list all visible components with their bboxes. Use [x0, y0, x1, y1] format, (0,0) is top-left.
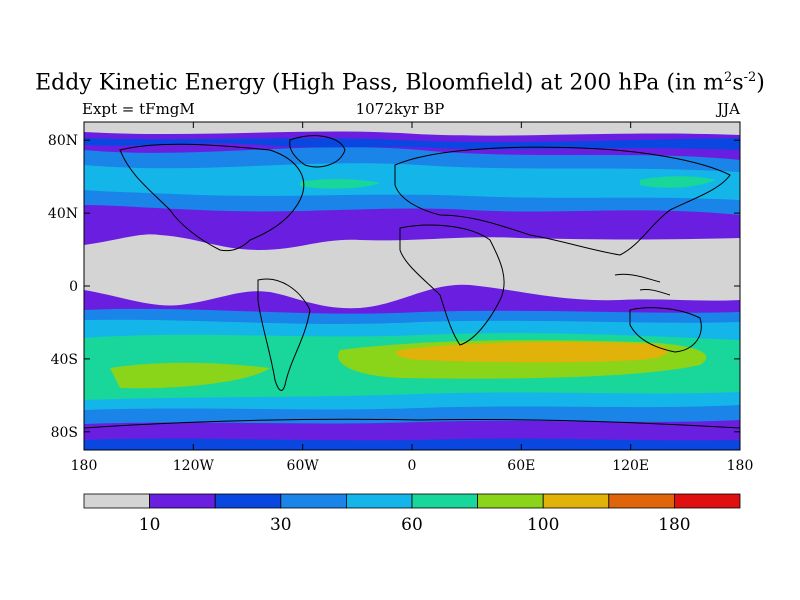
lat-label: 40N: [48, 206, 78, 222]
field-sh-orange: [396, 342, 669, 363]
experiment-label: Expt = tFmgM: [82, 100, 195, 118]
lon-label: 120W: [173, 458, 215, 474]
field-arctic-blue: [84, 138, 740, 150]
longitude-axis: 180 120W 60W 0 60E 120E 180: [71, 122, 754, 474]
colorbar-swatch: [542, 493, 610, 509]
field-sh-lime-1: [110, 362, 270, 389]
latitude-axis: 80N 40N 0 40S 80S: [48, 133, 740, 441]
coast-africa: [399, 224, 505, 346]
colorbar-swatch: [411, 493, 478, 509]
colorbar-swatch: [280, 493, 347, 509]
colorbar-swatch: [608, 493, 675, 509]
colorbar-swatch: [345, 493, 413, 509]
lat-label: 80S: [51, 425, 78, 441]
colorbar-label: 30: [270, 515, 292, 535]
lat-label: 80N: [48, 133, 78, 149]
lon-label: 180: [727, 458, 754, 474]
coast-antarctica: [84, 418, 740, 429]
colorbar-label: 180: [658, 515, 690, 535]
coast-south-america: [257, 278, 311, 391]
colorbar-label: 100: [527, 515, 559, 535]
lon-label: 60W: [287, 458, 320, 474]
field-nh-cyan: [84, 163, 740, 200]
coast-eurasia: [394, 146, 731, 256]
field-tropics-gray: [84, 234, 740, 309]
coast-north-america: [119, 143, 305, 252]
contour-field: [84, 122, 740, 450]
lon-label: 0: [408, 458, 417, 474]
colorbar-swatch: [214, 493, 282, 509]
field-arctic-gray: [84, 122, 740, 136]
colorbar-swatch: [674, 493, 741, 509]
field-nh-green-2: [640, 176, 715, 188]
colorbar-swatch: [149, 493, 216, 509]
lat-label: 0: [69, 279, 78, 295]
colorbar: 10 30 60 100 180: [83, 493, 741, 535]
lon-label: 120E: [612, 458, 649, 474]
lon-label: 60E: [507, 458, 535, 474]
chart-title: Eddy Kinetic Energy (High Pass, Bloomfie…: [35, 70, 765, 96]
coastlines: [84, 135, 740, 429]
time-label: 1072kyr BP: [355, 100, 445, 118]
colorbar-label: 60: [401, 515, 423, 535]
coast-indonesia: [614, 273, 671, 296]
lat-label: 40S: [51, 352, 78, 368]
season-label: JJA: [717, 100, 740, 118]
field-nh-green-1: [300, 179, 380, 189]
colorbar-swatch: [83, 493, 150, 509]
coast-australia: [629, 307, 702, 353]
colorbar-label: 10: [139, 515, 161, 535]
colorbar-swatch: [477, 493, 544, 509]
coast-greenland: [289, 135, 346, 168]
lon-label: 180: [71, 458, 98, 474]
